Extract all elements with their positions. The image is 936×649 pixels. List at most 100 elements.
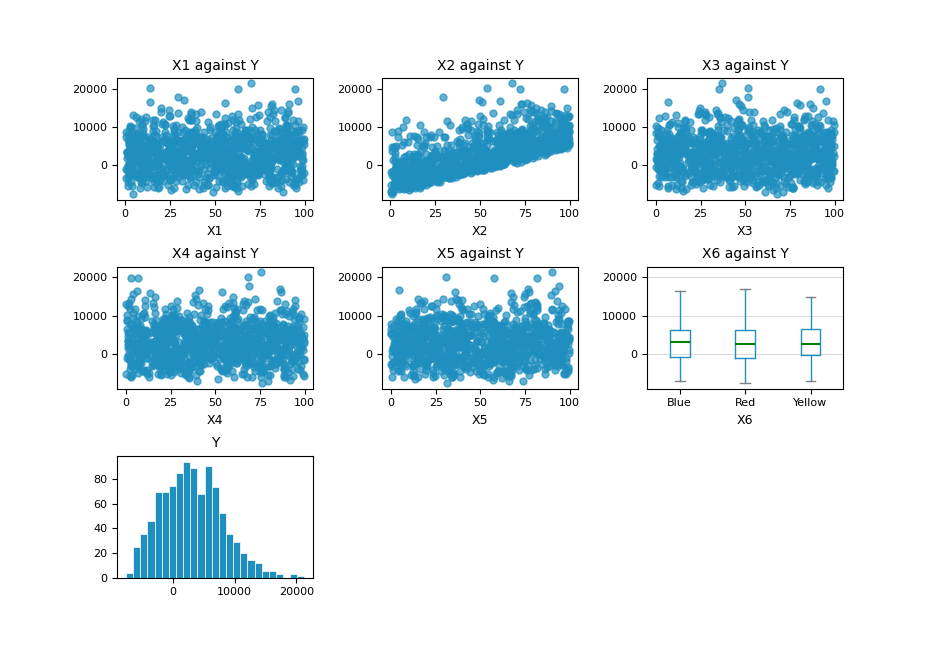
Point (268, 321, 283, 331)
Point (271, 354, 285, 365)
Point (532, 147, 547, 158)
Point (273, 149, 288, 160)
Point (688, 154, 703, 164)
Point (180, 369, 195, 380)
Point (682, 147, 697, 157)
Point (792, 99, 807, 110)
Point (191, 352, 206, 363)
Point (490, 344, 505, 354)
Point (438, 170, 453, 180)
Point (129, 127, 144, 138)
Point (487, 153, 502, 164)
Point (163, 349, 178, 360)
Point (275, 141, 290, 151)
Point (739, 167, 753, 178)
Point (185, 154, 200, 164)
Point (517, 356, 532, 367)
Point (657, 110, 672, 121)
Point (278, 345, 293, 356)
Point (736, 138, 751, 149)
Point (807, 169, 822, 180)
Point (443, 369, 458, 379)
Point (436, 338, 451, 349)
Point (790, 121, 805, 131)
Point (180, 169, 195, 179)
Point (823, 161, 838, 171)
Point (199, 350, 214, 360)
Point (734, 119, 749, 130)
Point (127, 328, 142, 339)
Point (397, 341, 412, 352)
Point (450, 342, 465, 352)
Point (197, 143, 212, 154)
Point (230, 343, 245, 353)
Point (753, 166, 768, 177)
Point (547, 136, 562, 146)
Point (121, 336, 136, 347)
Point (426, 317, 441, 328)
Point (248, 153, 263, 163)
Point (237, 156, 252, 166)
Point (285, 331, 300, 341)
Point (190, 351, 205, 361)
Point (186, 180, 201, 190)
Point (258, 327, 273, 337)
Point (665, 136, 680, 146)
Point (762, 136, 777, 146)
Point (490, 154, 505, 164)
Point (214, 365, 229, 376)
Point (791, 123, 806, 134)
Point (215, 159, 230, 169)
Point (401, 154, 416, 165)
Point (396, 168, 411, 178)
Point (675, 134, 690, 144)
Point (399, 350, 414, 360)
Point (513, 330, 528, 341)
Point (166, 361, 181, 371)
Point (530, 125, 545, 136)
Point (702, 159, 717, 169)
Point (453, 151, 468, 161)
Point (429, 313, 444, 324)
Point (169, 343, 184, 354)
Point (136, 324, 151, 335)
Point (124, 273, 139, 284)
Point (149, 350, 164, 361)
Point (227, 181, 241, 191)
Point (151, 321, 166, 331)
Point (480, 317, 495, 327)
Point (291, 337, 306, 348)
Point (225, 366, 240, 376)
Point (148, 353, 163, 363)
Point (475, 152, 490, 162)
Point (227, 140, 242, 151)
Point (418, 328, 433, 338)
Point (512, 130, 527, 140)
Point (671, 145, 686, 155)
Point (241, 146, 256, 156)
Point (510, 328, 525, 338)
Point (429, 170, 444, 180)
Point (232, 335, 247, 345)
Point (395, 169, 410, 179)
Point (411, 329, 426, 339)
Point (484, 340, 499, 350)
Point (740, 126, 755, 136)
Point (154, 330, 168, 341)
Point (279, 165, 294, 176)
Point (702, 136, 717, 147)
Point (123, 146, 138, 156)
Point (277, 112, 292, 122)
Point (152, 347, 167, 358)
Point (161, 111, 176, 121)
Point (235, 169, 250, 180)
Point (228, 358, 243, 369)
Point (415, 175, 430, 185)
Point (701, 140, 716, 151)
Point (130, 311, 145, 321)
Point (187, 148, 202, 158)
Point (260, 107, 275, 117)
Point (497, 142, 512, 153)
Point (140, 156, 155, 166)
Point (528, 319, 543, 330)
